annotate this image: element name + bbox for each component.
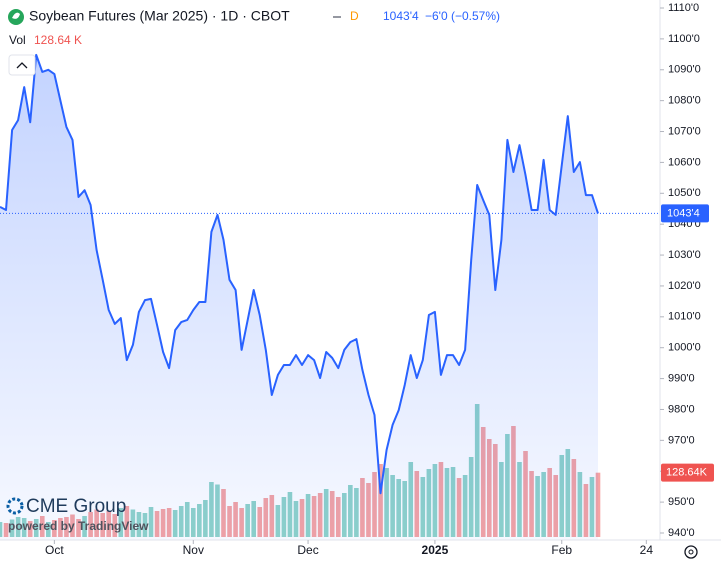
y-tick-label: 1090'0 [668, 64, 701, 76]
y-tick-label: 1060'0 [668, 156, 701, 168]
header-price: 1043'4 [383, 9, 419, 23]
y-tick-label: 950'0 [668, 496, 695, 508]
collapse-button[interactable] [8, 54, 36, 76]
volume-axis-label: 128.64K [666, 467, 708, 479]
x-tick-label: Feb [551, 543, 572, 557]
x-tick-label: Nov [183, 543, 204, 557]
collapse-icon [16, 62, 28, 69]
y-tick-label: 940'0 [668, 527, 695, 539]
volume-title: Vol [9, 33, 26, 47]
y-tick-label: 970'0 [668, 434, 695, 446]
header-change: −6'0 (−0.57%) [425, 9, 500, 23]
y-tick-label: 980'0 [668, 403, 695, 415]
settings-button[interactable] [684, 545, 698, 559]
logo: CME Group [26, 496, 126, 517]
plot-layer [0, 53, 660, 541]
last-price-box [661, 204, 709, 223]
y-tick-label: 1080'0 [668, 95, 701, 107]
x-tick-label: Oct [45, 543, 64, 557]
y-tick-label: 1010'0 [668, 311, 701, 323]
chart-title: Soybean Futures (Mar 2025) · 1D · CBOT [29, 8, 290, 24]
y-tick-label: 990'0 [668, 372, 695, 384]
price-line [0, 53, 599, 495]
y-tick-label: 1020'0 [668, 280, 701, 292]
interval-badge: D [350, 9, 359, 23]
axis-layer: 1110'0 1100'0 1090'0 1080'0 1070'0 1060'0 1050… [45, 2, 714, 557]
symbol-icon-leaf [12, 12, 20, 19]
logo-mark [6, 497, 24, 515]
powered-by: powered by TradingView [8, 519, 149, 533]
settings-icon [688, 549, 694, 555]
y-tick-label: 1070'0 [668, 125, 701, 137]
last-price-label: 1043'4 [667, 207, 700, 219]
volume-value: 128.64 K [34, 33, 82, 47]
x-tick-label: 2025 [422, 543, 449, 557]
price-area [0, 54, 598, 541]
x-tick-label: 24 [640, 543, 654, 557]
volume-box [661, 463, 714, 482]
y-tick-label: 1000'0 [668, 342, 701, 354]
y-tick-label: 1100'0 [668, 33, 700, 45]
x-tick-label: Dec [297, 543, 318, 557]
y-tick-label: 1030'0 [668, 249, 701, 261]
y-tick-label: 1110'0 [668, 2, 699, 14]
y-tick-label: 1050'0 [668, 187, 701, 199]
